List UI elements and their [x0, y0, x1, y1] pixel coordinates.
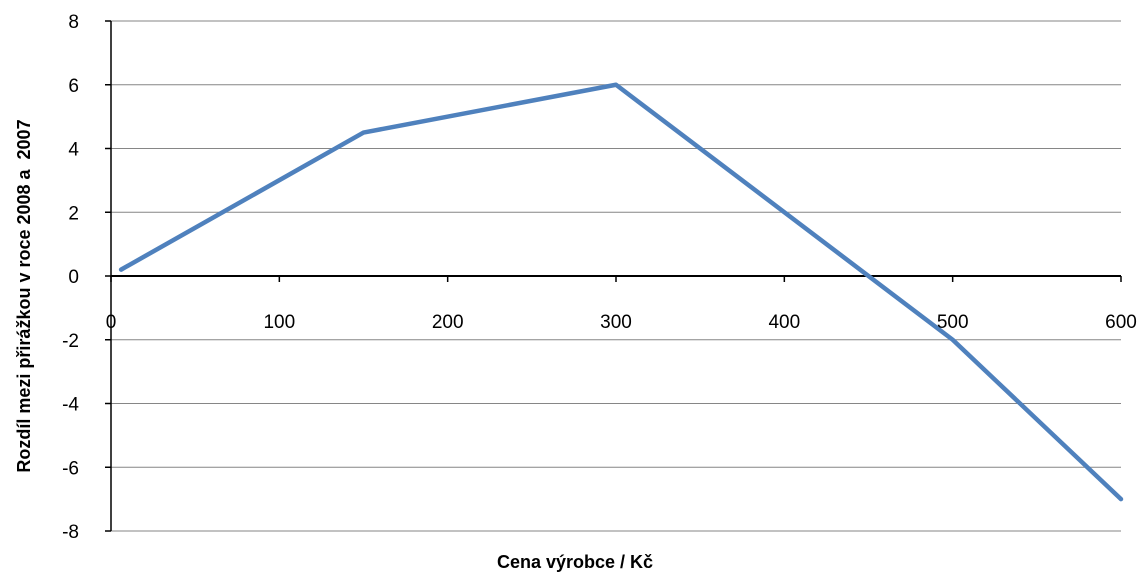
y-tick-label: -6: [62, 458, 79, 479]
x-tick-labels: 0 100 200 300 400 500 600: [106, 312, 1137, 333]
x-tick-label: 600: [1105, 312, 1137, 333]
x-tick-label: 400: [768, 312, 800, 333]
y-tick-labels: 8 6 4 2 0 -2 -4 -6 -8: [62, 12, 79, 543]
x-tick-label: 200: [432, 312, 464, 333]
y-tick-label: 8: [68, 12, 79, 33]
y-tick-label: 6: [68, 76, 79, 97]
y-tick-label: -2: [62, 331, 79, 352]
x-tick-label: 100: [263, 312, 295, 333]
x-axis-title: Cena výrobce / Kč: [497, 552, 653, 572]
axes: [105, 20, 1122, 532]
y-tick-label: 2: [68, 203, 79, 224]
series-layer: [118, 82, 1124, 502]
y-tick-label: 0: [68, 267, 79, 288]
y-tick-label: 4: [68, 140, 79, 161]
series-line: [118, 82, 1124, 502]
y-tick-label: -4: [62, 395, 79, 416]
y-axis-title: Rozdíl mezi přirážkou v roce 2008 a 2007: [14, 119, 34, 472]
gridlines: [111, 20, 1121, 532]
x-tick-label: 300: [600, 312, 632, 333]
x-tick-label: 0: [106, 312, 117, 333]
y-tick-label: -8: [62, 522, 79, 543]
x-tick-label: 500: [937, 312, 969, 333]
